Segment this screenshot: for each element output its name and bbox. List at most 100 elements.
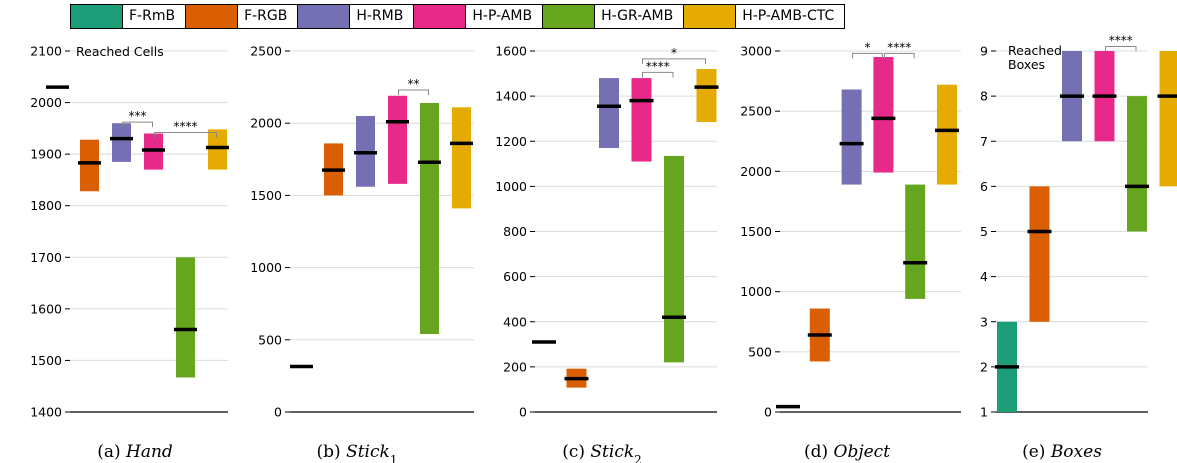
significance-bracket (642, 58, 706, 64)
y-tick-label: 0 (274, 405, 282, 420)
range-bar (1159, 51, 1177, 187)
legend-swatch (414, 5, 467, 28)
range-bar (80, 139, 99, 192)
y-tick-label: 1000 (495, 179, 527, 194)
y-tick-label: 0 (764, 405, 772, 420)
chart-caption: (e) Boxes (1022, 442, 1102, 462)
range-bar (112, 123, 131, 162)
significance-bracket (122, 121, 153, 128)
y-tick-label: 1200 (495, 134, 527, 149)
legend-item: H-P-AMB (414, 5, 544, 28)
y-tick-label: 0 (519, 405, 527, 420)
significance-label: *** (129, 109, 147, 123)
y-tick-label: 600 (503, 269, 527, 284)
chart-panel: 0 200 400 600 800 1000 1200 1400 1600 ***** (c) St… (495, 44, 719, 463)
y-tick-label: 1500 (30, 353, 62, 368)
y-tick-label: 200 (503, 359, 527, 374)
y-tick-label: 1400 (495, 89, 527, 104)
y-tick-label: 1600 (495, 44, 527, 59)
significance-bracket (1105, 45, 1137, 52)
legend-swatch (71, 5, 123, 28)
legend-label: H-RMB (356, 8, 404, 24)
chart-caption: (b) Stick1 (317, 442, 398, 463)
y-tick-label: 8 (980, 89, 988, 104)
significance-bracket (398, 89, 429, 95)
range-bar (841, 89, 862, 185)
y-tick-label: 1700 (30, 250, 62, 265)
y-tick-label: 1500 (740, 224, 772, 239)
y-tick-label: 2100 (30, 44, 62, 59)
y-tick-label: 1900 (30, 147, 62, 162)
y-tick-label: 400 (503, 314, 527, 329)
y-tick-label: 3000 (740, 44, 772, 59)
significance-label: * (865, 40, 871, 54)
y-tick-label: 9 (980, 44, 988, 59)
legend-label: H-P-AMB (472, 8, 533, 24)
legend: F-RmB F-RGB H-RMB H-P-AMB H-GR-AMB H-P-AMB-CT… (70, 4, 846, 29)
y-tick-label: 500 (258, 332, 282, 347)
significance-label: **** (646, 59, 670, 73)
range-bar (176, 257, 195, 378)
legend-item: H-GR-AMB (543, 5, 685, 28)
range-bar (599, 78, 619, 149)
y-tick-label: 500 (748, 344, 772, 359)
legend-swatch (186, 5, 239, 28)
significance-label: * (671, 46, 677, 60)
legend-label: F-RGB (244, 8, 288, 24)
significance-bracket (883, 52, 915, 59)
significance-label: **** (174, 119, 198, 133)
y-tick-label: 4 (980, 269, 988, 284)
y-tick-label: 2000 (30, 95, 62, 110)
legend-item: H-P-AMB-CTC (684, 5, 844, 28)
significance-bracket (154, 131, 217, 138)
range-bar (937, 84, 957, 185)
y-tick-label: 1600 (30, 301, 62, 316)
y-tick-label: 800 (503, 224, 527, 239)
range-bar (420, 102, 439, 335)
chart-annotation: Boxes (1008, 57, 1045, 72)
significance-label: **** (1109, 33, 1133, 47)
chart-panel: 1400 1500 1600 1700 1800 1900 2000 2100 Reached … (30, 44, 229, 462)
range-bar (452, 107, 471, 209)
y-tick-label: 3 (980, 314, 988, 329)
legend-swatch (298, 5, 351, 28)
legend-label: H-P-AMB-CTC (742, 8, 835, 24)
legend-item: H-RMB (298, 5, 415, 28)
range-bar (631, 78, 652, 162)
range-bar (664, 155, 684, 363)
y-tick-label: 1000 (740, 284, 772, 299)
y-tick-label: 1800 (30, 198, 62, 213)
range-bar (1127, 96, 1147, 232)
y-tick-label: 1400 (30, 405, 62, 420)
legend-label: F-RmB (129, 8, 176, 24)
range-bar (388, 95, 407, 184)
chart-caption: (c) Stick2 (562, 442, 642, 463)
significance-bracket (642, 71, 674, 78)
range-bar (696, 69, 717, 123)
y-tick-label: 2500 (740, 104, 772, 119)
y-tick-label: 1 (980, 405, 988, 420)
chart-caption: (d) Object (804, 442, 890, 462)
significance-bracket (852, 52, 883, 59)
y-tick-label: 2000 (740, 164, 772, 179)
y-tick-label: 6 (980, 179, 988, 194)
y-tick-label: 1000 (250, 260, 282, 275)
range-bar (873, 57, 894, 173)
range-bar (905, 184, 926, 299)
legend-item: F-RmB (71, 5, 187, 28)
y-tick-label: 2500 (250, 44, 282, 59)
legend-swatch (684, 5, 737, 28)
legend-label: H-GR-AMB (601, 8, 674, 24)
y-tick-label: 1500 (250, 188, 282, 203)
range-bar (1029, 186, 1050, 322)
significance-label: ** (408, 77, 420, 91)
chart-panel: 0 500 1000 1500 2000 2500 ** (b) Stick1 (250, 44, 474, 463)
legend-item: F-RGB (186, 5, 299, 28)
chart-annotation: Reached Cells (76, 44, 164, 59)
y-tick-label: 5 (980, 224, 988, 239)
significance-label: **** (887, 40, 911, 54)
y-tick-label: 7 (980, 134, 988, 149)
chart-annotation: Reached (1008, 43, 1062, 58)
